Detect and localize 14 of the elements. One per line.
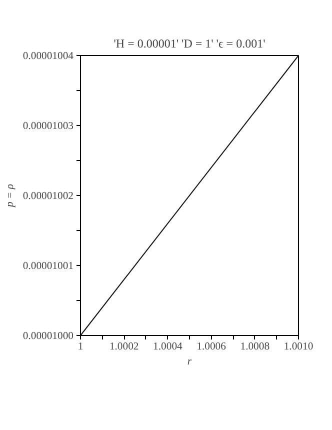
y-axis-title: p = ρ <box>4 184 16 208</box>
y-tick-label: 0.00001004 <box>22 51 74 62</box>
x-tick-label: 1.0002 <box>109 342 139 352</box>
chart-title: 'H = 0.00001' 'D = 1' 'ϵ = 0.001' <box>114 36 266 50</box>
x-tick-label: 1.0010 <box>284 342 314 352</box>
x-axis-title: r <box>187 356 192 368</box>
y-tick-label: 0.00001002 <box>22 191 74 202</box>
x-tick-label: 1 <box>78 342 84 352</box>
x-tick-label: 1.0004 <box>153 342 184 352</box>
x-tick-label: 1.0006 <box>196 342 227 352</box>
y-tick-label: 0.00001001 <box>22 261 74 272</box>
y-tick-label: 0.00001003 <box>22 121 74 132</box>
y-tick-label: 0.00001000 <box>22 331 74 342</box>
x-tick-label: 1.0008 <box>240 342 270 352</box>
